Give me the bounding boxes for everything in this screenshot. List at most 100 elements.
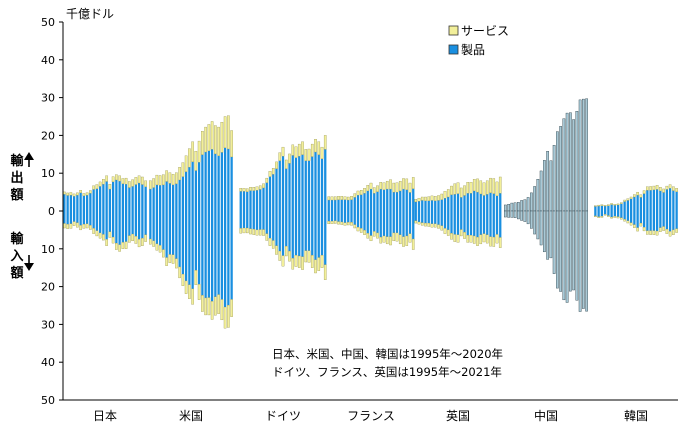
bar-import-goods	[607, 211, 610, 216]
bar-export-goods	[317, 154, 320, 211]
bar-export-goods	[482, 195, 486, 211]
bar-import-goods	[469, 211, 473, 236]
bar-import-goods	[220, 211, 224, 300]
bar-import-services	[456, 234, 460, 243]
bar-import-goods	[642, 211, 646, 228]
bar-export-goods	[334, 200, 337, 211]
bar-import-goods	[427, 211, 430, 224]
bar-export-services	[301, 141, 304, 155]
bar-export-goods	[124, 184, 128, 211]
bar-import-goods	[327, 211, 330, 222]
bar-import-services	[600, 216, 604, 218]
bar-import-services	[102, 234, 105, 241]
bar-import-services	[649, 230, 652, 235]
bar-import-services	[223, 306, 227, 329]
bar-import-goods	[652, 211, 656, 231]
bar-export-services	[636, 191, 639, 196]
bar-export-goods	[171, 184, 175, 211]
bar-export-goods	[285, 168, 288, 211]
bar-export-total	[517, 202, 520, 212]
bar-export-services	[210, 121, 214, 150]
bar-export-services	[194, 151, 198, 171]
bar-import-services	[594, 215, 597, 218]
bar-import-services	[642, 227, 646, 232]
bar-export-services	[369, 182, 373, 190]
bar-export-goods	[95, 188, 99, 211]
bar-export-goods	[69, 195, 73, 211]
bar-export-services	[675, 188, 678, 192]
bar-export-services	[214, 125, 217, 155]
bar-export-goods	[460, 197, 463, 211]
bar-export-goods	[366, 190, 369, 211]
bar-export-goods	[272, 174, 275, 211]
bar-export-services	[82, 193, 86, 197]
legend-swatch-services	[448, 25, 459, 36]
bar-export-services	[337, 196, 340, 200]
bar-export-services	[440, 193, 444, 200]
bar-export-services	[242, 188, 246, 192]
bar-export-goods	[162, 184, 165, 211]
bar-export-goods	[242, 191, 246, 211]
bar-export-goods	[437, 200, 440, 211]
bar-import-services	[385, 236, 389, 245]
bar-export-total	[565, 112, 569, 212]
bar-export-total	[539, 170, 543, 212]
bar-export-goods	[268, 176, 272, 211]
bar-export-goods	[479, 193, 482, 211]
bar-export-goods	[376, 191, 379, 211]
bar-export-total	[526, 197, 530, 212]
bar-export-services	[323, 135, 327, 150]
bar-import-services	[616, 216, 620, 219]
import-label: 輸入額	[9, 231, 24, 281]
bar-export-total	[520, 200, 523, 212]
bar-import-goods	[633, 211, 636, 225]
bar-import-services	[476, 236, 479, 246]
bar-export-services	[79, 190, 82, 194]
bar-export-services	[446, 189, 450, 198]
bar-import-services	[495, 234, 499, 244]
bar-export-services	[317, 141, 321, 155]
bar-import-services	[389, 236, 392, 246]
bar-import-services	[175, 258, 178, 269]
bar-export-services	[616, 203, 620, 206]
bar-import-goods	[366, 211, 369, 234]
bar-import-goods	[265, 211, 268, 234]
bar-export-services	[284, 159, 288, 169]
bar-export-services	[411, 177, 415, 189]
bar-export-services	[610, 203, 613, 205]
bar-import-goods	[268, 211, 272, 239]
bar-export-services	[268, 171, 272, 177]
bar-import-services	[346, 222, 350, 226]
bar-export-goods	[259, 189, 262, 211]
bar-export-services	[197, 140, 201, 163]
bar-import-goods	[395, 211, 399, 233]
bar-import-services	[498, 237, 502, 248]
bar-export-services	[89, 190, 92, 194]
bar-export-services	[433, 196, 437, 201]
y-tick-label: 50	[41, 394, 55, 407]
bar-export-goods	[350, 199, 353, 211]
bar-export-services	[204, 126, 207, 153]
bar-import-services	[440, 225, 444, 231]
bar-import-services	[659, 227, 662, 232]
bar-export-services	[350, 196, 353, 200]
bar-import-services	[108, 231, 112, 238]
bar-import-services	[369, 235, 373, 242]
bar-import-services	[128, 235, 131, 243]
bar-import-services	[414, 220, 418, 224]
bar-export-services	[102, 179, 105, 185]
bar-export-goods	[646, 190, 649, 211]
bar-import-goods	[376, 211, 379, 233]
bar-import-services	[137, 239, 141, 248]
bar-export-goods	[453, 194, 456, 211]
bar-import-goods	[412, 211, 415, 239]
bar-export-services	[623, 199, 626, 202]
bar-import-total	[578, 210, 582, 312]
legend-swatch-goods	[448, 44, 459, 55]
bar-import-goods	[118, 211, 121, 245]
bar-export-goods	[417, 201, 421, 211]
y-tick-label: 0	[48, 205, 55, 218]
bar-export-goods	[659, 190, 662, 211]
bar-import-services	[291, 258, 295, 270]
bar-export-goods	[463, 195, 466, 211]
